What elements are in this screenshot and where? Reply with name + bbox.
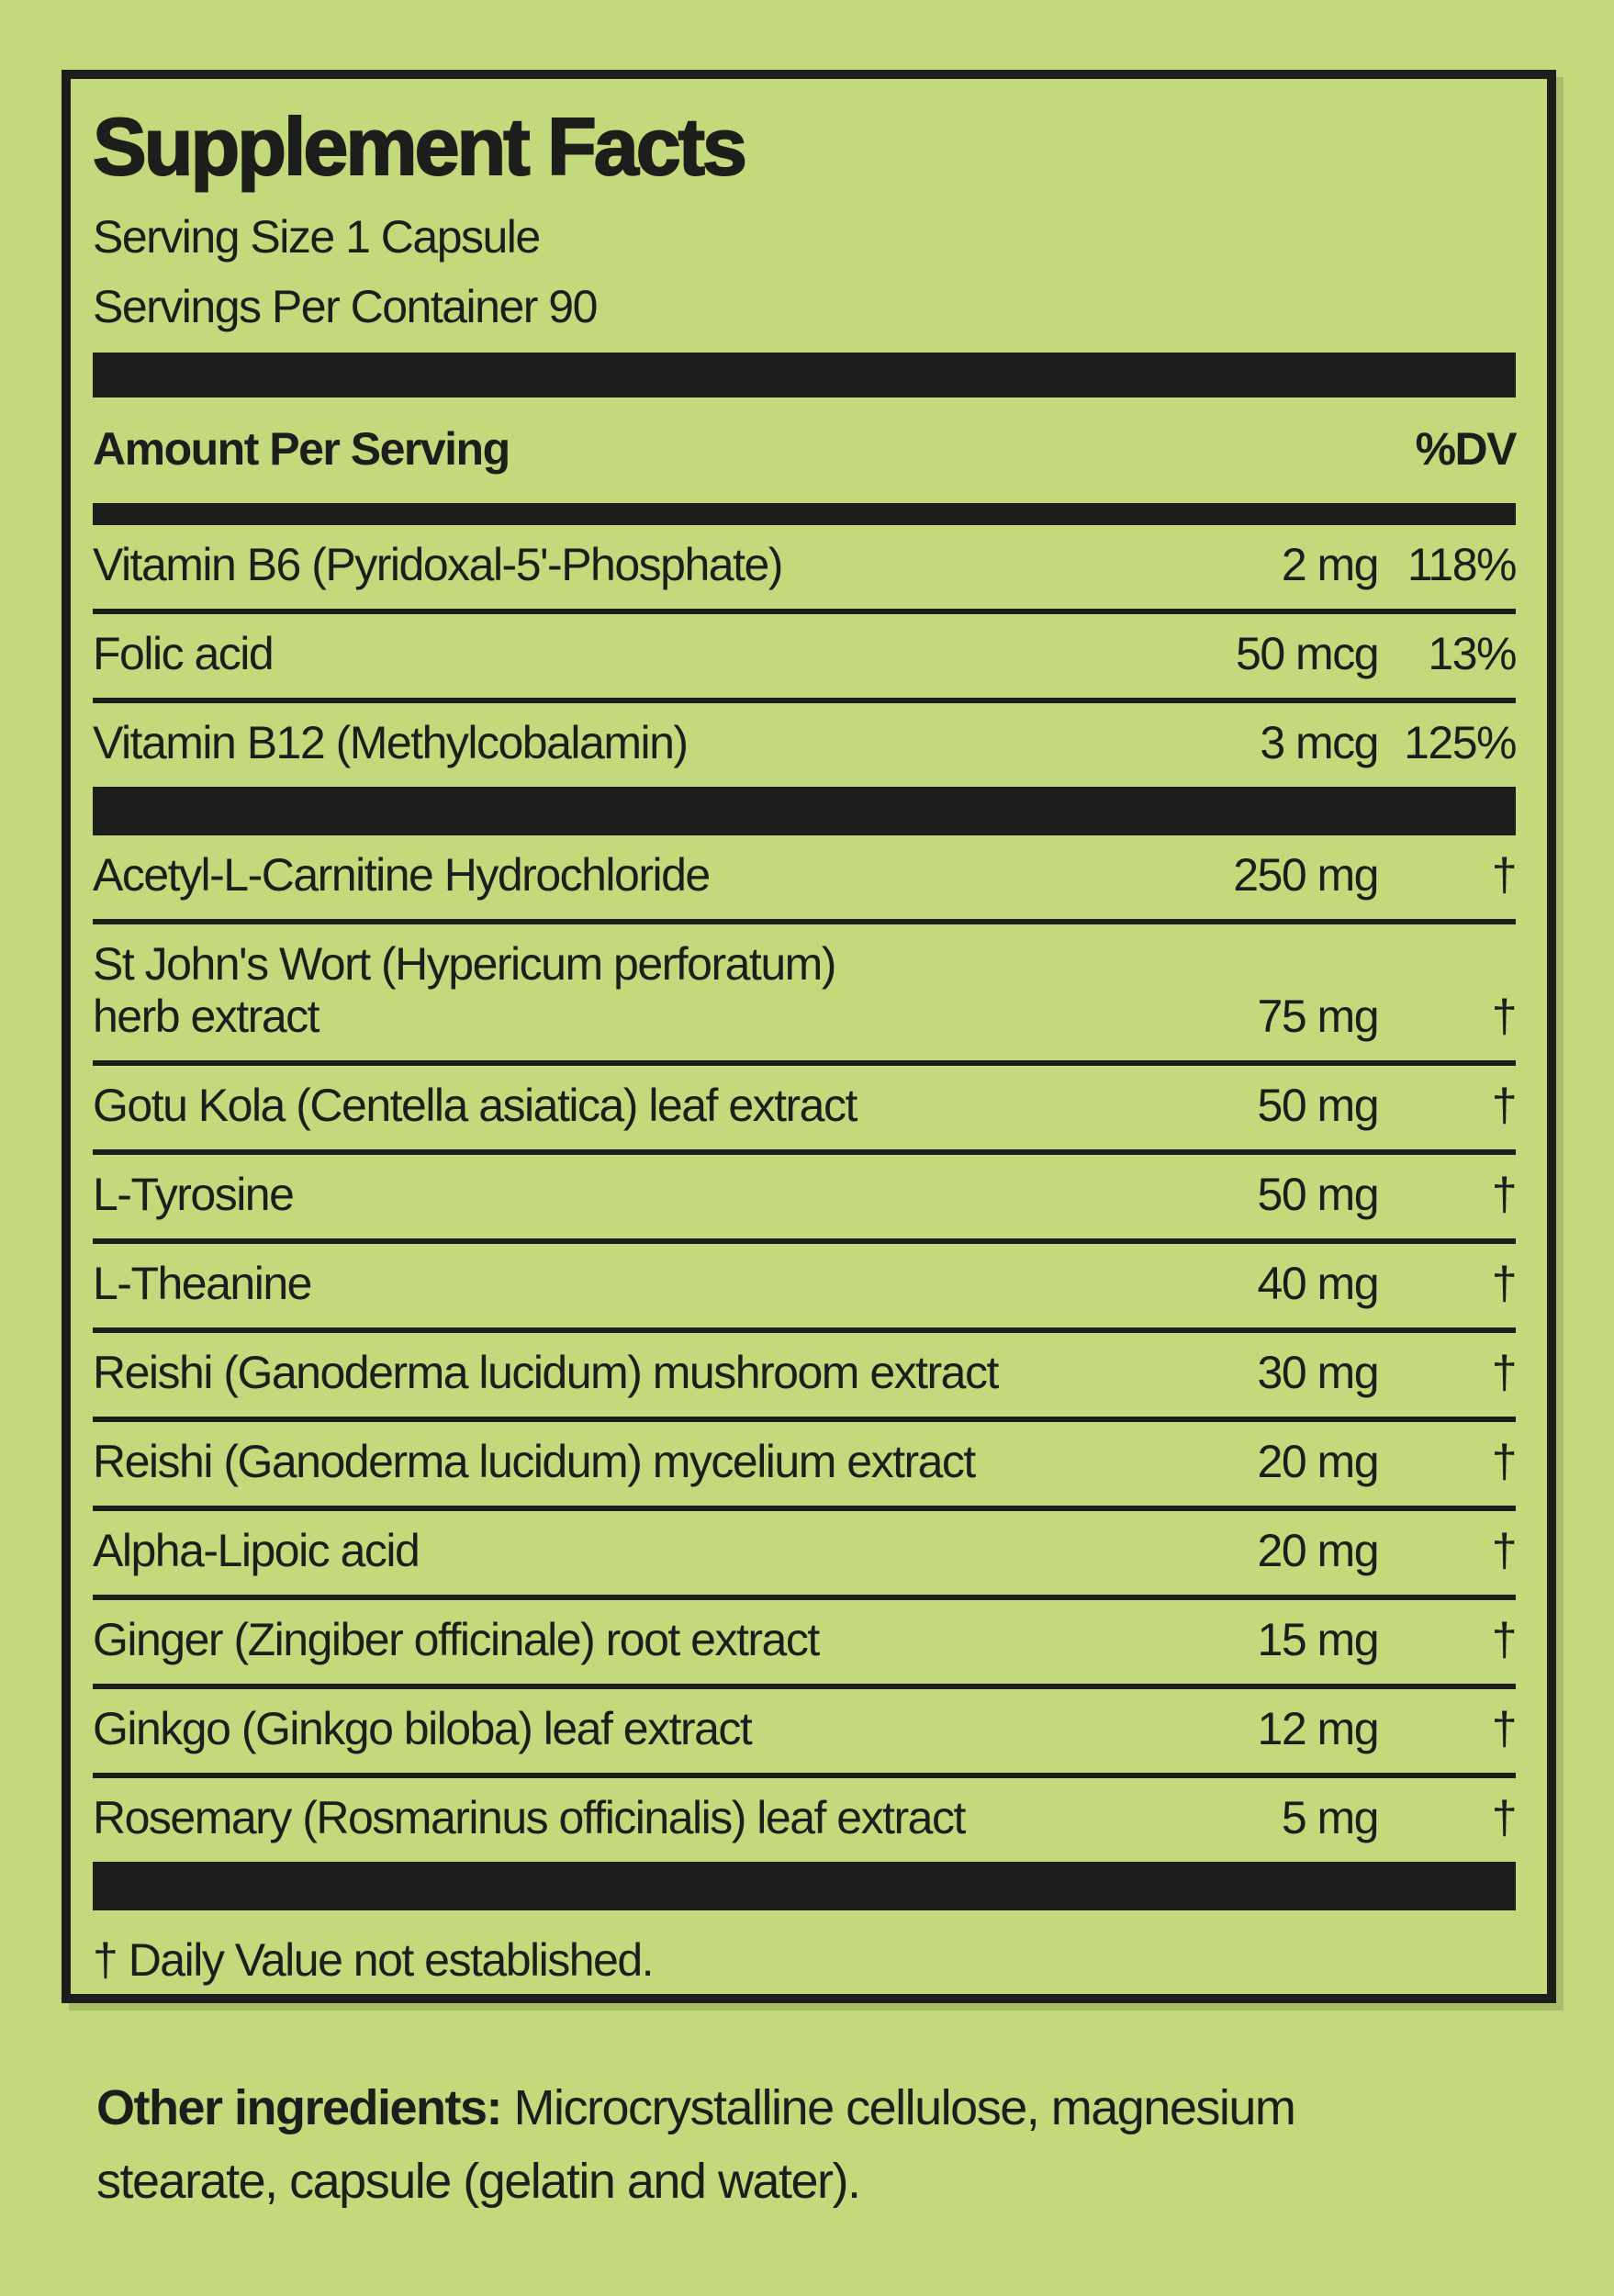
row-divider	[93, 1238, 1516, 1244]
thick-divider-top	[93, 353, 1516, 398]
ingredient-name: Gotu Kola (Centella asiatica) leaf extra…	[93, 1080, 857, 1131]
ingredient-amount: 30 mg	[1257, 1347, 1380, 1398]
ingredient-name: Vitamin B12 (Methylcobalamin)	[93, 717, 689, 768]
serving-info: Serving Size 1 Capsule Servings Per Cont…	[93, 202, 1516, 342]
other-ingredients-list: Microcrystalline cellulose, magnesium st…	[96, 2080, 1296, 2209]
supplement-facts-panel: Supplement Facts Serving Size 1 Capsule …	[62, 70, 1556, 2003]
serving-size-text: Serving Size 1 Capsule	[93, 211, 541, 263]
ingredient-name: Reishi (Ganoderma lucidum) mushroom extr…	[93, 1347, 999, 1398]
ingredient-dv: †	[1491, 1080, 1518, 1131]
ingredient-row: St John's Wort (Hypericum perforatum) he…	[93, 924, 1518, 1060]
header-divider	[93, 503, 1516, 525]
ingredient-name: Rosemary (Rosmarinus officinalis) leaf e…	[93, 1792, 966, 1843]
other-ingredients-paragraph: Other ingredients: Microcrystalline cell…	[96, 2071, 1382, 2218]
ingredient-amount: 15 mg	[1257, 1614, 1380, 1665]
ingredient-amount: 5 mg	[1281, 1792, 1380, 1843]
ingredient-dv: †	[1491, 1703, 1518, 1754]
ingredient-dv: †	[1491, 1436, 1518, 1487]
ingredient-row: Alpha-Lipoic acid 20 mg †	[93, 1511, 1518, 1595]
footnote-text: † Daily Value not established.	[93, 1934, 655, 1986]
ingredient-name: L-Tyrosine	[93, 1169, 295, 1220]
ingredient-dv: 118%	[1407, 539, 1518, 590]
ingredient-row: Reishi (Ganoderma lucidum) mushroom extr…	[93, 1333, 1518, 1417]
ingredient-amount: 50 mcg	[1236, 628, 1379, 679]
ingredient-amount: 50 mg	[1257, 1080, 1380, 1131]
ingredient-dv: †	[1491, 1525, 1518, 1576]
ingredient-dv: †	[1491, 1614, 1518, 1665]
row-divider	[93, 1417, 1516, 1422]
ingredient-row: Acetyl-L-Carnitine Hydrochloride 250 mg …	[93, 835, 1518, 919]
amount-per-serving-label: Amount Per Serving	[93, 423, 510, 475]
ingredient-row: Ginkgo (Ginkgo biloba) leaf extract 12 m…	[93, 1689, 1518, 1773]
row-divider	[93, 609, 1516, 614]
ingredient-row: L-Theanine 40 mg †	[93, 1244, 1518, 1327]
other-ingredients-label: Other ingredients:	[96, 2080, 503, 2135]
ingredient-dv: †	[1491, 991, 1518, 1042]
ingredient-row: Gotu Kola (Centella asiatica) leaf extra…	[93, 1066, 1518, 1149]
ingredient-row: L-Tyrosine 50 mg †	[93, 1155, 1518, 1238]
ingredient-dv: 125%	[1404, 717, 1517, 768]
column-headers-row: Amount Per Serving %DV	[93, 398, 1518, 503]
ingredient-dv: 13%	[1428, 628, 1517, 679]
ingredient-amount: 20 mg	[1257, 1436, 1380, 1487]
ingredient-amount: 40 mg	[1257, 1258, 1380, 1309]
ingredient-row: Ginger (Zingiber officinale) root extrac…	[93, 1600, 1518, 1684]
row-divider	[93, 1060, 1516, 1066]
panel-title: Supplement Facts	[92, 101, 748, 192]
ingredient-row: Rosemary (Rosmarinus officinalis) leaf e…	[93, 1778, 1518, 1862]
ingredient-amount: 50 mg	[1257, 1169, 1380, 1220]
ingredient-dv: †	[1491, 1792, 1518, 1843]
ingredient-amount: 3 mcg	[1260, 717, 1379, 768]
ingredient-name: Acetyl-L-Carnitine Hydrochloride	[93, 849, 711, 901]
ingredient-amount: 12 mg	[1257, 1703, 1380, 1754]
thick-divider-bottom	[93, 1862, 1516, 1910]
ingredient-amount: 2 mg	[1281, 539, 1380, 590]
ingredient-row: Reishi (Ganoderma lucidum) mycelium extr…	[93, 1422, 1518, 1506]
servings-per-container-text: Servings Per Container 90	[93, 281, 598, 332]
row-divider	[93, 1773, 1516, 1778]
percent-dv-label: %DV	[1415, 423, 1518, 475]
ingredient-row: Vitamin B6 (Pyridoxal-5'-Phosphate) 2 mg…	[93, 525, 1518, 609]
ingredient-row: Folic acid 50 mcg 13%	[93, 614, 1518, 698]
ingredient-name: Alpha-Lipoic acid	[93, 1525, 420, 1576]
ingredient-row: Vitamin B12 (Methylcobalamin) 3 mcg 125%	[93, 703, 1518, 787]
botanicals-section: Acetyl-L-Carnitine Hydrochloride 250 mg …	[93, 835, 1518, 1862]
ingredient-amount: 20 mg	[1257, 1525, 1380, 1576]
ingredient-dv: †	[1491, 1169, 1518, 1220]
row-divider	[93, 919, 1516, 924]
vitamins-section: Vitamin B6 (Pyridoxal-5'-Phosphate) 2 mg…	[93, 525, 1518, 787]
ingredient-dv: †	[1491, 1347, 1518, 1398]
row-divider	[93, 698, 1516, 703]
ingredient-name: Vitamin B6 (Pyridoxal-5'-Phosphate)	[93, 539, 783, 590]
ingredient-name: Ginger (Zingiber officinale) root extrac…	[93, 1614, 820, 1665]
row-divider	[93, 1684, 1516, 1689]
ingredient-name: Reishi (Ganoderma lucidum) mycelium extr…	[93, 1436, 976, 1487]
ingredient-name: Folic acid	[93, 628, 275, 679]
ingredient-amount: 250 mg	[1233, 849, 1379, 901]
ingredient-amount: 75 mg	[1257, 991, 1380, 1042]
row-divider	[93, 1149, 1516, 1155]
ingredient-name: L-Theanine	[93, 1258, 312, 1309]
row-divider	[93, 1327, 1516, 1333]
row-divider	[93, 1506, 1516, 1511]
ingredient-dv: †	[1491, 1258, 1518, 1309]
ingredient-name: Ginkgo (Ginkgo biloba) leaf extract	[93, 1703, 753, 1754]
ingredient-name: St John's Wort (Hypericum perforatum) he…	[93, 938, 836, 1042]
thick-divider-middle	[93, 787, 1516, 835]
ingredient-dv: †	[1491, 849, 1518, 901]
row-divider	[93, 1595, 1516, 1600]
